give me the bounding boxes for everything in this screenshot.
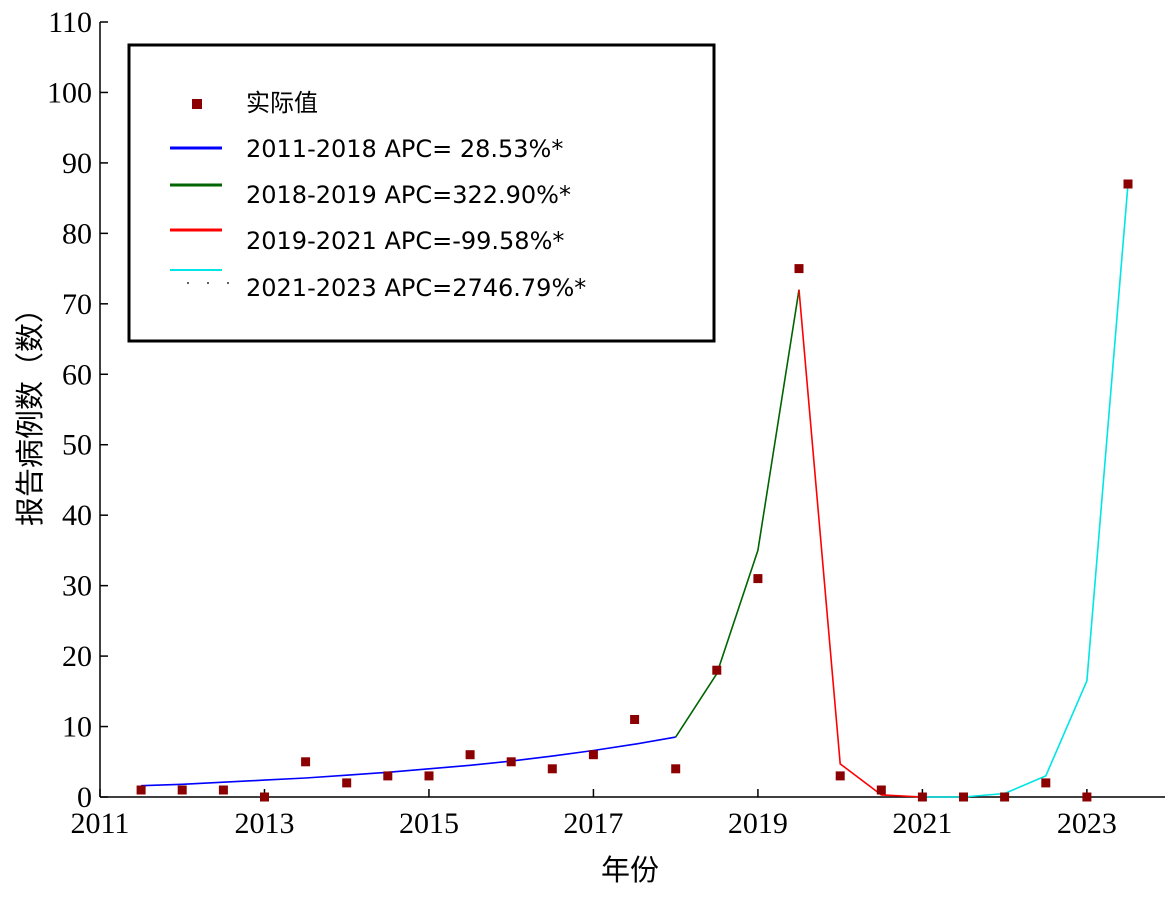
x-tick-label: 2015: [399, 807, 459, 840]
series-line-4: [922, 183, 1129, 798]
x-tick-label: 2023: [1057, 807, 1117, 840]
actual-point: [177, 785, 187, 795]
actual-point: [835, 771, 845, 781]
actual-point: [1041, 778, 1051, 788]
y-tick-label: 20: [62, 640, 92, 673]
actual-point: [671, 764, 681, 774]
actual-point: [218, 785, 228, 795]
actual-point: [876, 785, 886, 795]
actual-point: [1082, 792, 1092, 802]
actual-point: [383, 771, 393, 781]
x-tick-label: 2013: [234, 807, 294, 840]
y-axis-title: 报告病例数（数）: [13, 294, 47, 526]
y-tick-label: 80: [62, 217, 92, 250]
y-tick-label: 70: [62, 288, 92, 321]
actual-point: [260, 792, 269, 802]
y-tick-label: 60: [62, 358, 92, 391]
legend-marker-actual: [192, 99, 202, 109]
actual-point: [136, 785, 146, 795]
actual-point: [465, 750, 475, 760]
y-tick-label: 90: [62, 147, 92, 180]
actual-point: [917, 792, 927, 802]
series-line-1: [141, 736, 676, 787]
actual-point: [588, 750, 598, 760]
plot-frame: [99, 22, 1165, 798]
y-tick-label: 0: [77, 781, 92, 814]
actual-points: [136, 179, 1133, 802]
legend-label-series-2: 2018-2019 APC=322.90%*: [246, 181, 571, 209]
x-tick-label: 2011: [71, 807, 130, 840]
x-ticks: 2011 2013 2015 2017 2019 2021 2023: [71, 789, 1117, 840]
legend-label-actual: 实际值: [246, 89, 318, 117]
x-tick-label: 2019: [728, 807, 788, 840]
actual-point: [712, 665, 722, 675]
y-ticks: 0 10 20 30 40 50 60 70 80 90 100 110: [47, 6, 108, 814]
actual-point: [1123, 179, 1133, 189]
actual-point: [342, 778, 352, 788]
series-line-3: [798, 289, 923, 798]
legend-label-series-4: 2021-2023 APC=2746.79%*: [246, 274, 586, 302]
legend: 实际值 2011-2018 APC= 28.53%* 2018-2019 APC…: [127, 43, 716, 343]
x-tick-label: 2017: [563, 807, 623, 840]
actual-point: [959, 792, 968, 802]
legend-label-series-3: 2019-2021 APC=-99.58%*: [246, 227, 564, 255]
x-axis-title: 年份: [601, 853, 659, 887]
actual-point: [630, 715, 640, 724]
legend-dots-series-4: [187, 282, 229, 284]
actual-point: [301, 757, 311, 767]
actual-point: [506, 757, 516, 767]
actual-point: [1000, 792, 1010, 802]
y-tick-label: 40: [62, 499, 92, 532]
actual-point: [424, 771, 434, 781]
y-tick-label: 100: [47, 76, 92, 109]
y-tick-label: 110: [48, 6, 92, 39]
y-tick-label: 10: [62, 711, 92, 744]
actual-point: [547, 764, 557, 774]
x-tick-label: 2021: [892, 807, 952, 840]
series-line-2: [675, 289, 800, 738]
actual-point: [753, 574, 763, 584]
fitted-lines: [141, 183, 1129, 798]
legend-label-series-1: 2011-2018 APC= 28.53%*: [246, 135, 563, 163]
y-tick-label: 50: [62, 429, 92, 462]
actual-point: [794, 264, 804, 274]
legend-box: [127, 43, 716, 343]
y-tick-label: 30: [62, 570, 92, 603]
